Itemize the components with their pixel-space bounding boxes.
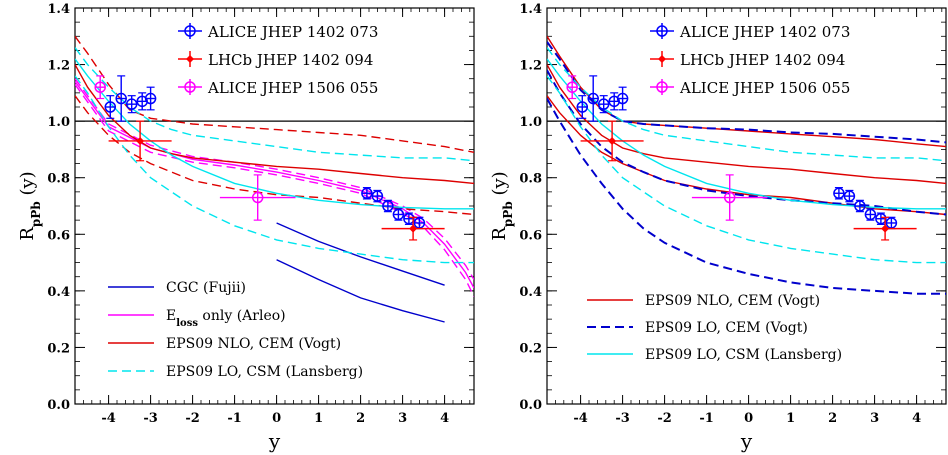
model-legend-label: EPS09 NLO, CEM (Vogt) <box>166 336 341 352</box>
y-axis-label-main: R <box>17 227 38 241</box>
series-line-cgc-fujii-lower <box>277 260 445 322</box>
legend-label: ALICE JHEP 1506 055 <box>207 79 378 97</box>
x-tick-label: -2 <box>185 411 199 426</box>
x-tick-label: -1 <box>699 411 713 426</box>
model-legend-label: EPS09 LO, CSM (Lansberg) <box>645 347 842 363</box>
y-tick-label: 0.2 <box>47 341 70 356</box>
data-points <box>95 76 444 240</box>
legend-label: ALICE JHEP 1402 073 <box>207 23 378 41</box>
model-legend-label-main: EPS09 NLO, CEM (Vogt) <box>166 336 341 352</box>
series-line-eloss-lower <box>75 84 474 296</box>
y-axis-label-sub: pPb <box>29 201 43 227</box>
x-tick-label: -1 <box>227 411 241 426</box>
x-tick-label: -2 <box>657 411 671 426</box>
x-tick-label: -4 <box>573 411 587 426</box>
model-legend-label-sub: loss <box>176 318 198 329</box>
model-legend-label: EPS09 LO, CEM (Vogt) <box>645 320 808 336</box>
model-curves <box>547 36 946 293</box>
y-tick-label: 1.2 <box>519 59 542 74</box>
y-tick-label: 0.8 <box>519 172 542 187</box>
model-legend-label-main: CGC (Fujii) <box>166 280 246 296</box>
x-tick-label: 0 <box>744 411 753 426</box>
model-legend-label: CGC (Fujii) <box>166 280 246 296</box>
y-tick-label: 0.0 <box>47 398 70 413</box>
series-line-eps09-nlo-cem-lower <box>547 96 946 215</box>
y-tick-label: 0.6 <box>47 228 70 243</box>
y-tick-label: 0.6 <box>519 228 542 243</box>
model-legend-label-main: EPS09 NLO, CEM (Vogt) <box>645 293 820 309</box>
y-tick-label: 0.4 <box>519 285 542 300</box>
y-tick-label: 1.0 <box>47 115 70 130</box>
y-tick-label: 0.0 <box>519 398 542 413</box>
model-legend-label-main: EPS09 LO, CSM (Lansberg) <box>645 347 842 363</box>
y-axis-label-sub: pPb <box>501 201 515 227</box>
model-legend-label-main: E <box>166 308 176 324</box>
x-tick-label: 4 <box>440 411 449 426</box>
series-line-eps09-nlo-lower <box>75 96 474 215</box>
x-tick-label: -3 <box>615 411 629 426</box>
x-tick-label: -4 <box>101 411 115 426</box>
y-tick-label: 1.2 <box>47 59 70 74</box>
x-tick-label: 4 <box>912 411 921 426</box>
x-tick-label: -3 <box>143 411 157 426</box>
model-legend-label: Eloss only (Arleo) <box>166 308 286 329</box>
model-legend-label: EPS09 NLO, CEM (Vogt) <box>645 293 820 309</box>
y-axis-label: RpPb (y) <box>17 171 43 240</box>
x-tick-label: 2 <box>356 411 365 426</box>
legend-label: LHCb JHEP 1402 094 <box>680 51 845 69</box>
x-tick-label: 0 <box>272 411 281 426</box>
model-legend-label-suffix: only (Arleo) <box>198 308 286 324</box>
model-legend-label: EPS09 LO, CSM (Lansberg) <box>166 364 363 380</box>
y-tick-label: 0.2 <box>519 341 542 356</box>
model-legend-label-main: EPS09 LO, CSM (Lansberg) <box>166 364 363 380</box>
legend-label: ALICE JHEP 1506 055 <box>679 79 850 97</box>
y-axis-label-suffix: (y) <box>489 171 510 201</box>
x-tick-label: 1 <box>314 411 323 426</box>
legend-marker-diamond <box>186 55 194 63</box>
y-tick-label: 1.4 <box>47 2 70 17</box>
y-tick-label: 1.0 <box>519 115 542 130</box>
data-points <box>567 76 916 240</box>
y-axis-label: RpPb (y) <box>489 171 515 240</box>
y-axis-label-suffix: (y) <box>17 171 38 201</box>
legend-label: ALICE JHEP 1402 073 <box>679 23 850 41</box>
right-chart-panel: -4 -3 -2 -1 0 1 2 3 4 0.0 0.2 0.4 0.6 0.8 1.0 1.2 1.4 y Rp… <box>489 2 946 453</box>
x-axis-label: y <box>268 429 281 453</box>
y-tick-label: 1.4 <box>519 2 542 17</box>
x-tick-label: 3 <box>870 411 879 426</box>
left-chart-panel: -4 -3 -2 -1 0 1 2 3 4 0.0 0.2 0.4 0.6 0.8 1.0 1.2 1.4 y Rp… <box>17 2 474 453</box>
x-tick-label: 1 <box>786 411 795 426</box>
y-tick-label: 0.4 <box>47 285 70 300</box>
y-axis-label-main: R <box>489 227 510 241</box>
model-legend-label-main: EPS09 LO, CEM (Vogt) <box>645 320 808 336</box>
legend-marker-diamond <box>658 55 666 63</box>
y-tick-label: 0.8 <box>47 172 70 187</box>
x-tick-label: 3 <box>398 411 407 426</box>
legend-label: LHCb JHEP 1402 094 <box>208 51 373 69</box>
x-axis-label: y <box>740 429 753 453</box>
x-tick-label: 2 <box>828 411 837 426</box>
